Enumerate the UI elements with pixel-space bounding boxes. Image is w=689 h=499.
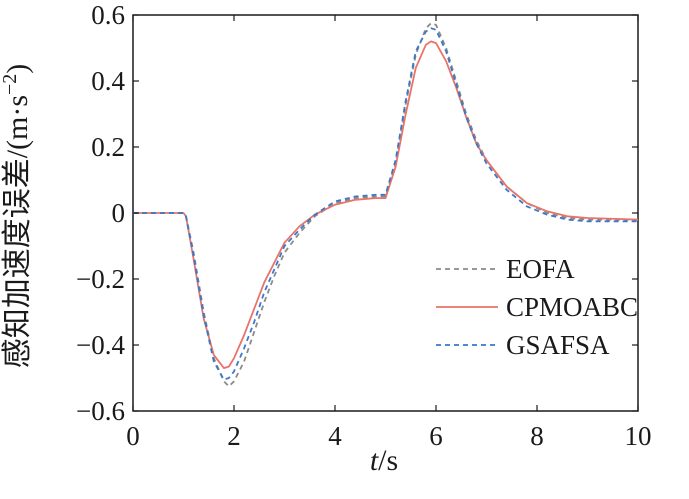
legend-label-cpmoabc: CPMOABC <box>506 292 638 322</box>
x-tick-label: 2 <box>227 421 241 451</box>
y-tick-label: −0.6 <box>76 396 125 426</box>
x-axis-label-unit: /s <box>378 444 398 477</box>
series-line-cpmoabc <box>133 40 639 370</box>
y-tick-label: −0.4 <box>76 330 125 360</box>
x-tick-label: 10 <box>625 421 652 451</box>
x-tick-label: 0 <box>126 421 140 451</box>
legend: EOFA CPMOABC GSAFSA <box>436 254 638 360</box>
y-tick-label: −0.2 <box>76 264 125 294</box>
series-line-gsafsa <box>133 27 638 381</box>
x-axis-label: t/s <box>370 444 398 477</box>
axes-layer: 0 2 4 6 8 10 −0.6 −0.4 −0.2 0 0.2 0.4 0.6 <box>76 0 651 451</box>
y-axis-label-close: ) <box>1 64 34 74</box>
legend-label-gsafsa: GSAFSA <box>506 330 610 360</box>
y-axis-label: 感知加速度误差/(m·s−2) <box>0 64 34 369</box>
y-tick-label: 0 <box>112 198 126 228</box>
x-tick-label: 6 <box>429 421 443 451</box>
y-tick-label: 0.4 <box>91 66 125 96</box>
y-tick-label: 0.2 <box>91 132 125 162</box>
legend-label-eofa: EOFA <box>506 254 575 284</box>
series-layer <box>133 22 639 388</box>
x-tick-label: 4 <box>328 421 342 451</box>
y-axis-label-main: 感知加速度误差/(m·s <box>1 95 34 368</box>
y-tick-label: 0.6 <box>91 0 125 30</box>
y-axis-label-exponent: −2 <box>0 74 21 95</box>
x-tick-label: 8 <box>530 421 544 451</box>
x-axis-label-variable: t <box>370 444 379 477</box>
